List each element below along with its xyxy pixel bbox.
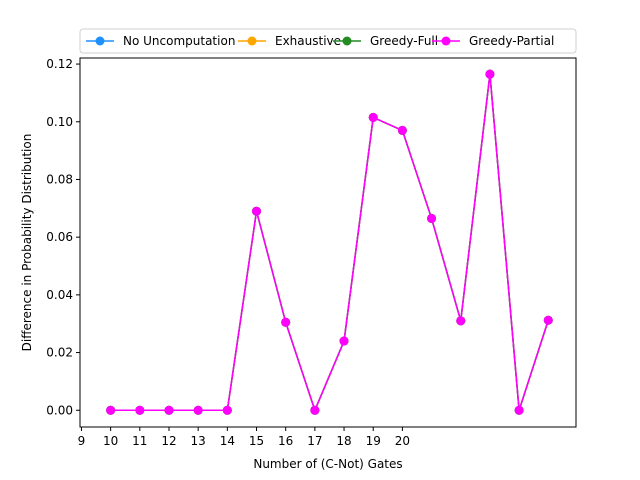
data-point (252, 206, 262, 216)
x-tick-label: 16 (278, 434, 293, 448)
x-tick-label: 9 (78, 434, 86, 448)
data-point (222, 405, 232, 415)
legend-marker (95, 36, 105, 46)
data-point (543, 315, 553, 325)
legend-label: Greedy-Partial (469, 34, 554, 48)
data-point (106, 405, 116, 415)
legend-item: Greedy-Partial (432, 34, 554, 48)
x-tick-label: 13 (191, 434, 206, 448)
legend-item: No Uncomputation (86, 34, 235, 48)
y-axis-ticks: 0.00 0.02 0.04 0.06 0.08 0.10 0.12 (46, 57, 80, 417)
y-axis-label: Difference in Probability Distribution (20, 134, 34, 352)
y-tick-label: 0.06 (46, 230, 73, 244)
data-point (281, 317, 291, 327)
y-tick-label: 0.04 (46, 288, 73, 302)
data-point (164, 405, 174, 415)
x-tick-label: 18 (336, 434, 351, 448)
y-tick-label: 0.10 (46, 115, 73, 129)
x-tick-label: 10 (103, 434, 118, 448)
legend: No Uncomputation Exhaustive Greedy-Full Gre… (79, 28, 577, 54)
data-point (310, 405, 320, 415)
data-point (397, 125, 407, 135)
series-greedy-partial (106, 69, 553, 415)
x-tick-label: 11 (132, 434, 147, 448)
x-tick-label: 15 (249, 434, 264, 448)
x-tick-label: 12 (161, 434, 176, 448)
x-tick-label: 17 (307, 434, 322, 448)
legend-box (79, 28, 577, 54)
y-tick-label: 0.12 (46, 57, 73, 71)
data-point (514, 405, 524, 415)
y-tick-label: 0.08 (46, 172, 73, 186)
x-tick-label: 14 (220, 434, 235, 448)
legend-item: Greedy-Full (333, 34, 438, 48)
plot-frame (79, 57, 577, 428)
data-point (456, 316, 466, 326)
data-point (135, 405, 145, 415)
legend-marker (247, 36, 257, 46)
legend-label: No Uncomputation (123, 34, 235, 48)
data-point (427, 213, 437, 223)
legend-label: Exhaustive (275, 34, 341, 48)
x-axis-label: Number of (C-Not) Gates (253, 457, 402, 471)
series-line (110, 74, 549, 413)
data-point (368, 112, 378, 122)
x-axis-ticks: 9 10 11 12 13 14 15 16 17 18 19 20 (78, 427, 410, 448)
x-tick-label: 19 (366, 434, 381, 448)
data-point (193, 405, 203, 415)
x-tick-label: 20 (395, 434, 410, 448)
legend-marker (342, 36, 352, 46)
legend-marker (441, 36, 451, 46)
legend-item: Exhaustive (238, 34, 341, 48)
y-tick-label: 0.00 (46, 403, 73, 417)
y-tick-label: 0.02 (46, 346, 73, 360)
series-layer (106, 69, 553, 415)
legend-label: Greedy-Full (370, 34, 438, 48)
data-point (485, 69, 495, 79)
data-point (339, 336, 349, 346)
